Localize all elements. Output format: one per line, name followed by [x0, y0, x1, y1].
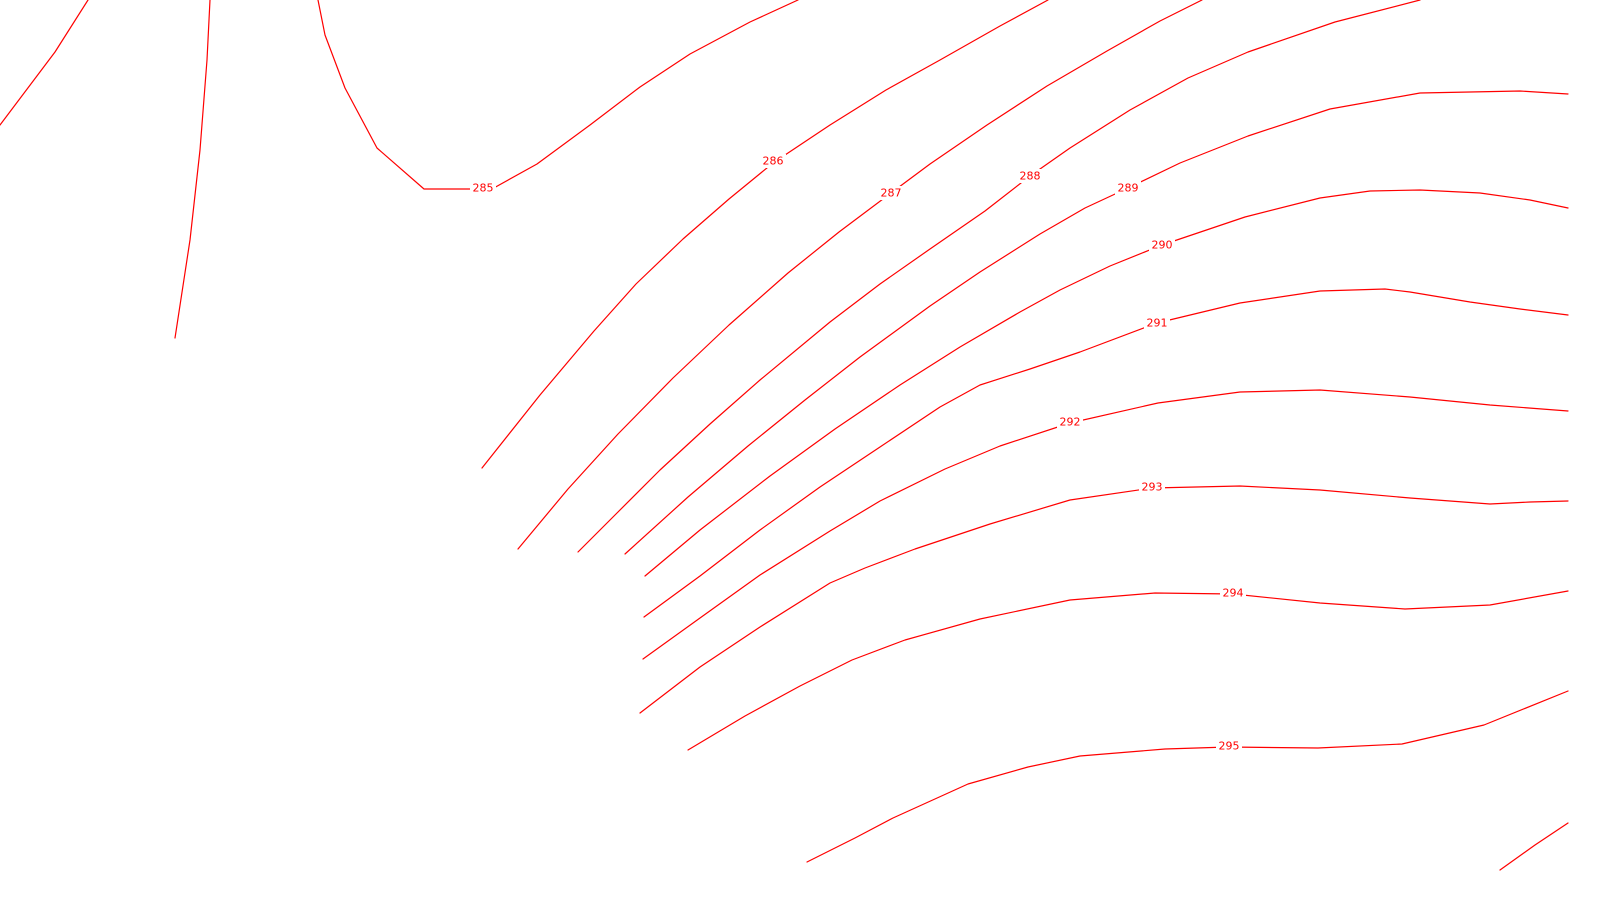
contour-label-285: 285	[473, 182, 494, 195]
contour-label-286: 286	[763, 155, 784, 168]
contour-label-289-group: 289	[1115, 181, 1141, 195]
contour-line-290	[644, 189, 1569, 577]
contour-label-294-group: 294	[1220, 586, 1246, 600]
contour-label-293: 293	[1142, 481, 1163, 494]
contour-label-287-group: 287	[878, 186, 904, 200]
contour-label-292: 292	[1060, 416, 1081, 429]
contour-line-unlabeled-a	[0, 0, 89, 126]
contour-label-291-group: 291	[1144, 316, 1170, 330]
contour-line-288	[577, 0, 1421, 553]
contour-line-289	[624, 90, 1569, 555]
contour-label-287: 287	[881, 187, 902, 200]
contour-line-285	[317, 0, 799, 190]
contour-line-291	[643, 288, 1569, 618]
contour-label-291: 291	[1147, 317, 1168, 330]
contour-label-293-group: 293	[1139, 480, 1165, 494]
contour-label-286-group: 286	[760, 154, 786, 168]
contour-label-285-group: 285	[470, 181, 496, 195]
contour-label-290: 290	[1152, 239, 1173, 252]
contour-label-292-group: 292	[1057, 415, 1083, 429]
contour-label-295: 295	[1219, 740, 1240, 753]
contour-line-unlabeled-b	[174, 0, 211, 339]
contour-line-287	[517, 0, 1203, 550]
contour-line-293	[639, 485, 1569, 714]
contour-line-294	[687, 590, 1569, 751]
contour-label-295-group: 295	[1216, 739, 1242, 753]
contour-label-290-group: 290	[1149, 238, 1175, 252]
contour-label-288: 288	[1020, 170, 1041, 183]
contour-line-unlabeled-c	[1499, 822, 1569, 871]
contour-line-292	[642, 389, 1569, 660]
contour-line-286	[481, 0, 1049, 469]
contour-label-294: 294	[1223, 587, 1244, 600]
contour-label-288-group: 288	[1017, 169, 1043, 183]
contour-label-289: 289	[1118, 182, 1139, 195]
contour-line-295	[806, 690, 1569, 863]
